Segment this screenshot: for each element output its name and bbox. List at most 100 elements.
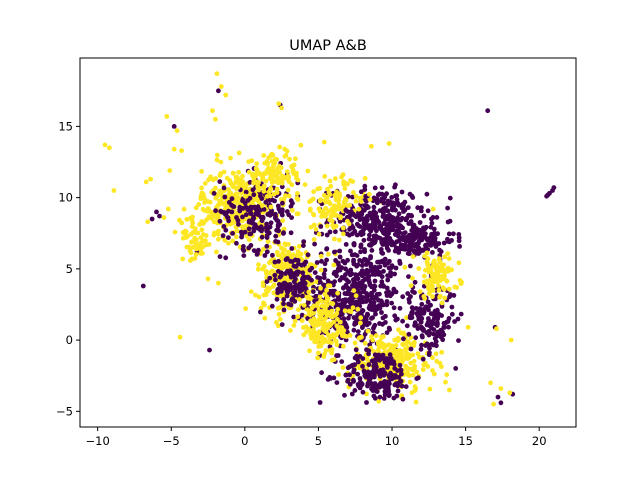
scatter-point (309, 265, 315, 271)
scatter-point (441, 332, 447, 338)
y-tick-label: 10 (58, 191, 73, 205)
scatter-point (459, 279, 464, 285)
scatter-point (345, 257, 350, 263)
scatter-point (388, 221, 394, 227)
scatter-point (236, 221, 241, 227)
scatter-point (264, 194, 270, 199)
scatter-point (413, 335, 419, 341)
scatter-point (402, 242, 408, 248)
scatter-point (449, 304, 455, 310)
scatter-point (393, 182, 398, 188)
scatter-point (264, 159, 270, 164)
scatter-point (369, 316, 374, 321)
scatter-point (322, 198, 328, 204)
scatter-point (256, 294, 262, 300)
scatter-point (400, 231, 406, 237)
scatter-point (386, 389, 391, 395)
scatter-point (234, 228, 240, 234)
scatter-point (365, 380, 371, 386)
scatter-point (358, 290, 363, 296)
scatter-point (304, 275, 310, 280)
scatter-point (251, 180, 256, 186)
scatter-point (348, 267, 354, 273)
scatter-point (205, 276, 211, 282)
scatter-point (384, 302, 390, 308)
scatter-point (405, 339, 411, 344)
scatter-point (251, 248, 257, 254)
scatter-point (374, 364, 379, 370)
scatter-point (379, 185, 385, 191)
scatter-point (407, 191, 413, 197)
scatter-point (441, 262, 447, 268)
scatter-point (208, 174, 214, 180)
scatter-point (254, 168, 260, 174)
scatter-point (261, 188, 267, 194)
scatter-point (226, 208, 231, 214)
scatter-point (449, 238, 454, 243)
scatter-point (247, 195, 253, 201)
scatter-point (399, 215, 405, 221)
scatter-point (421, 362, 427, 368)
scatter-point (400, 396, 406, 402)
scatter-point (330, 288, 335, 294)
scatter-point (281, 307, 287, 313)
scatter-point (310, 289, 316, 294)
scatter-point (329, 347, 335, 352)
scatter-point (412, 279, 418, 285)
scatter-point (390, 215, 396, 221)
scatter-point (283, 271, 288, 276)
scatter-point (343, 197, 349, 203)
scatter-point (253, 196, 258, 202)
scatter-point (343, 242, 349, 247)
scatter-point (275, 203, 281, 209)
scatter-point (334, 380, 340, 385)
scatter-point (197, 222, 203, 227)
scatter-point (362, 256, 367, 262)
scatter-point (258, 193, 263, 199)
scatter-point (427, 345, 432, 351)
scatter-point (219, 209, 225, 215)
scatter-point (368, 301, 374, 307)
scatter-point (253, 292, 258, 298)
scatter-point (359, 285, 364, 291)
scatter-point (373, 333, 379, 339)
scatter-point (385, 365, 390, 370)
scatter-point (177, 334, 183, 340)
scatter-point (417, 289, 423, 294)
scatter-point (184, 244, 190, 250)
scatter-point (365, 328, 371, 334)
scatter-point (369, 386, 374, 392)
scatter-point (394, 393, 400, 399)
scatter-point (488, 380, 493, 386)
scatter-point (436, 311, 442, 317)
scatter-point (384, 191, 389, 197)
scatter-point (192, 235, 198, 241)
scatter-point (214, 249, 219, 255)
scatter-point (221, 224, 227, 229)
scatter-point (356, 206, 362, 212)
scatter-point (368, 254, 373, 259)
scatter-point (396, 250, 402, 255)
scatter-point (377, 264, 383, 270)
scatter-point (386, 325, 392, 331)
scatter-point (388, 273, 393, 279)
scatter-point (408, 360, 414, 366)
scatter-point (372, 239, 378, 245)
scatter-point (440, 337, 446, 343)
scatter-point (349, 271, 355, 277)
scatter-point (180, 256, 186, 262)
scatter-point (317, 275, 323, 281)
scatter-point (446, 256, 452, 261)
scatter-point (174, 128, 180, 134)
scatter-point (425, 208, 431, 214)
scatter-point (349, 391, 355, 397)
scatter-point (236, 169, 242, 175)
scatter-point (380, 352, 386, 358)
scatter-point (372, 357, 378, 363)
scatter-point (446, 231, 452, 237)
scatter-point (435, 231, 440, 237)
scatter-point (353, 293, 359, 299)
scatter-point (287, 156, 292, 162)
scatter-point (324, 211, 330, 217)
scatter-point (263, 292, 269, 298)
